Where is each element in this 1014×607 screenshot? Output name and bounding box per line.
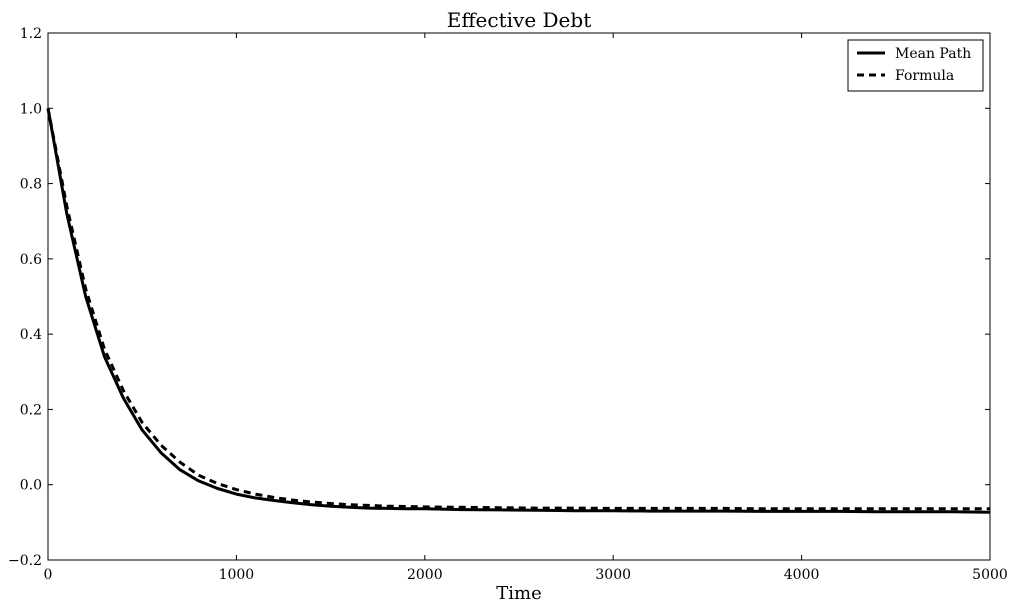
y-tick-label: 1.2 [20,26,42,42]
ticks-layer: 0 1000 2000 3000 4000 5000 −0.2 0.0 0.2 0.4 0.6 0.8… [8,26,1008,583]
chart-title: Effective Debt [447,8,591,32]
legend-box [847,39,984,92]
y-tick-label: 0.4 [20,327,42,343]
x-tick-label: 1000 [219,567,255,583]
legend-label-mean-path: Mean Path [895,46,971,62]
series-line-mean-path [46,108,991,514]
y-tick-label: 0.2 [20,402,42,418]
x-axis-label: Time [496,583,541,604]
x-tick-label: 2000 [407,567,443,583]
series-layer [46,108,991,514]
y-tick-label: 0.0 [20,478,42,494]
series-line-formula [46,108,990,511]
x-tick-label: 3000 [595,567,631,583]
x-tick-label: 0 [44,567,53,583]
y-tick-label: 1.0 [20,101,42,117]
plot-frame [47,32,991,561]
y-tick-label: 0.6 [20,252,42,268]
y-tick-label: 0.8 [20,177,42,193]
legend: Mean Path Formula [847,39,984,92]
y-tick-label: −0.2 [8,553,42,569]
legend-label-formula: Formula [895,68,954,84]
x-tick-label: 5000 [972,567,1008,583]
x-tick-label: 4000 [784,567,820,583]
